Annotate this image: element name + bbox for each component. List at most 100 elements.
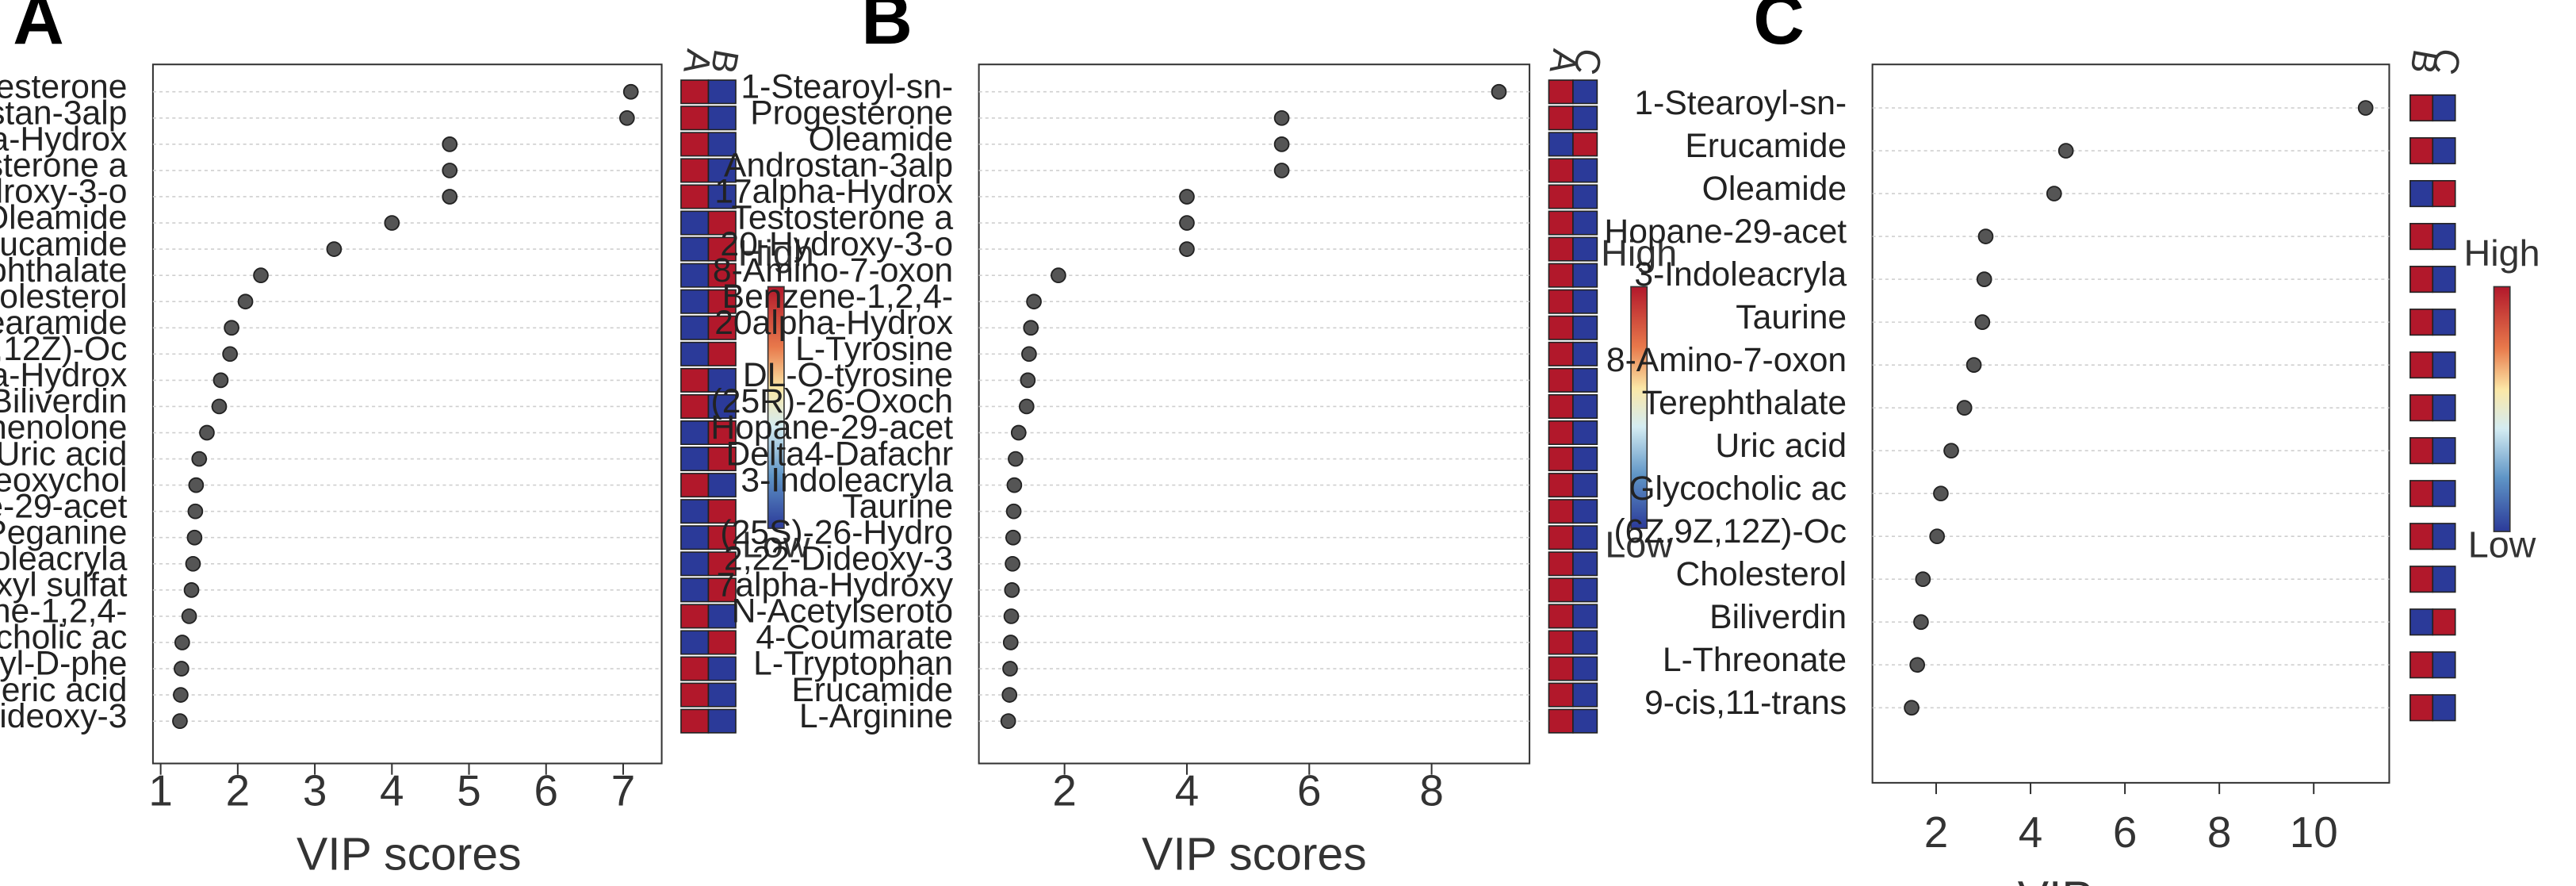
feature-label: Androstan-3alp xyxy=(724,147,953,185)
heat-cell xyxy=(1572,420,1598,446)
heat-cell xyxy=(1572,393,1598,419)
plot-frame xyxy=(978,63,1531,765)
feature-label: Glycocholic ac xyxy=(1629,470,1847,508)
panel-c: C 1-Stearoyl-sn- Erucamide Oleamide Hopane-2… xyxy=(1604,0,2540,886)
vip-point xyxy=(1977,228,1994,244)
heat-cell xyxy=(707,420,737,446)
vip-point xyxy=(1491,83,1507,100)
feature-label: Erucamide xyxy=(1685,127,1847,165)
heat-cell xyxy=(2432,309,2456,336)
feature-label: Hopane-29-acet xyxy=(1604,213,1847,251)
heat-cell xyxy=(680,656,710,681)
heat-cell xyxy=(707,158,737,183)
feature-label: 4-Coumarate xyxy=(756,619,953,657)
feature-label: Biliverdin xyxy=(0,382,127,420)
heat-cell xyxy=(1548,236,1574,262)
feature-label: 7alpha-Hydroxy xyxy=(717,566,954,604)
heat-cell xyxy=(2432,180,2456,208)
x-tick-label: 1 xyxy=(148,765,172,815)
vip-point xyxy=(181,608,197,624)
heat-cell xyxy=(2432,694,2456,722)
heat-cell xyxy=(1548,393,1574,419)
heat-cell xyxy=(1572,447,1598,472)
feature-label: 2,22-Dideoxy-3 xyxy=(724,540,953,578)
panel-letter: B xyxy=(861,0,913,59)
heat-cell xyxy=(1548,79,1574,105)
vip-point xyxy=(1026,293,1042,310)
heat-cell xyxy=(1572,184,1598,209)
heat-cell xyxy=(707,708,737,734)
group-column-label: C xyxy=(2425,45,2467,77)
heat-cell xyxy=(680,682,710,708)
heat-cell xyxy=(1572,132,1598,157)
heat-cell xyxy=(1572,79,1598,105)
heat-cell xyxy=(1572,105,1598,131)
heat-cell xyxy=(2409,523,2434,550)
heat-cell xyxy=(1572,236,1598,262)
vip-point xyxy=(1913,614,1929,631)
vip-point xyxy=(1179,189,1195,205)
heat-cell xyxy=(2409,437,2434,465)
x-tick-label: 2 xyxy=(1924,807,1948,857)
heat-cell xyxy=(707,341,737,366)
feature-label: Glycocholic ac xyxy=(0,619,127,657)
heat-cell xyxy=(1572,210,1598,236)
vip-point xyxy=(185,555,201,572)
feature-label: Testosterone a xyxy=(732,199,954,237)
heat-cell xyxy=(1548,341,1574,366)
heat-cell xyxy=(2409,351,2434,379)
heat-cell xyxy=(1572,656,1598,681)
vip-point xyxy=(1943,443,1959,459)
feature-label: Oleamide xyxy=(809,121,953,159)
heat-cell xyxy=(1548,577,1574,603)
heat-cell xyxy=(1572,263,1598,288)
heat-cell xyxy=(1548,708,1574,734)
vip-point xyxy=(1929,528,1946,545)
vip-point xyxy=(1051,267,1066,284)
heat-cell xyxy=(1548,656,1574,681)
feature-label: 3-Indoleacryla xyxy=(741,461,953,499)
vip-point xyxy=(442,136,458,152)
heat-cell xyxy=(1548,132,1574,157)
feature-label: Hopane-29-acet xyxy=(710,408,953,447)
vip-point xyxy=(1933,485,1949,502)
x-axis-title: VIP scores xyxy=(2018,872,2243,886)
heat-cell xyxy=(680,577,710,603)
vip-point xyxy=(1018,398,1035,415)
heat-cell xyxy=(2432,394,2456,422)
heat-cell xyxy=(707,105,737,131)
heat-cell xyxy=(1572,289,1598,314)
heat-cell xyxy=(707,393,737,419)
x-tick-label: 4 xyxy=(380,765,404,815)
heat-cell xyxy=(1572,551,1598,577)
heat-cell xyxy=(1548,630,1574,655)
vip-point xyxy=(1020,372,1036,389)
heat-cell xyxy=(707,604,737,629)
heat-cell xyxy=(1572,367,1598,393)
heat-cell xyxy=(680,263,710,288)
feature-label: 3-Indoleacryla xyxy=(0,540,128,578)
panel-letter: A xyxy=(13,0,64,59)
heat-cell xyxy=(707,525,737,550)
heat-cell xyxy=(680,447,710,472)
vip-point xyxy=(1974,314,1991,330)
heat-cell xyxy=(707,289,737,314)
heat-cell xyxy=(707,551,737,577)
feature-label: 20-Hydroxy-3-o xyxy=(0,173,127,211)
heat-cell xyxy=(680,158,710,183)
x-tick-label: 2 xyxy=(226,765,250,815)
plot-frame xyxy=(151,63,663,765)
feature-label: 17alpha-Hydrox xyxy=(714,173,953,211)
vip-point xyxy=(1002,661,1018,677)
heat-cell xyxy=(680,315,710,340)
heat-cell xyxy=(680,367,710,393)
vip-point xyxy=(253,267,269,284)
heat-cell xyxy=(680,132,710,157)
heat-cell xyxy=(707,630,737,655)
heat-cell xyxy=(2409,94,2434,122)
vip-point xyxy=(1004,582,1020,598)
vip-point xyxy=(1915,571,1931,588)
vip-point xyxy=(199,424,215,441)
vip-point xyxy=(2057,143,2074,159)
